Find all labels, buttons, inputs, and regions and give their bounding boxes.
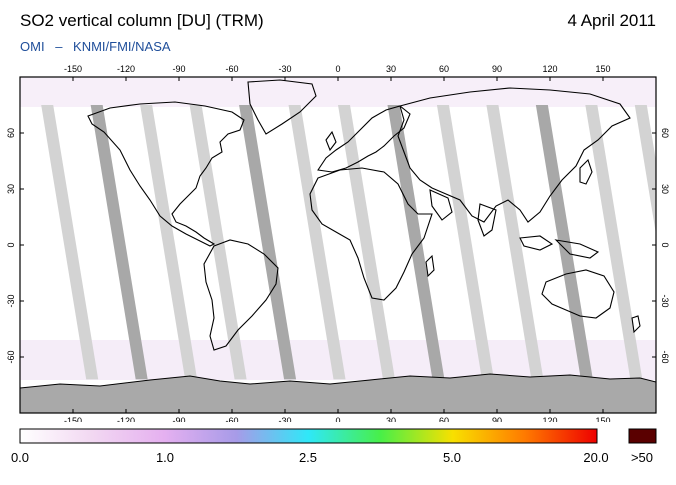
subtitle-team: KNMI/FMI/NASA <box>73 39 171 54</box>
map-date: 4 April 2011 <box>567 11 656 30</box>
map-subtitle: OMI – KNMI/FMI/NASA <box>20 39 171 54</box>
axis-ticks: -150 -150 -120 -120 -90 -90 -60 -60 -30 -30 0 0 30 30… <box>6 64 670 426</box>
orbit-swath <box>486 105 544 380</box>
lon-tick-label-bottom: 0 <box>335 416 340 422</box>
arctic-noise <box>20 77 656 107</box>
lon-tick-label-bottom: 60 <box>439 416 449 422</box>
lon-tick-label-top: -90 <box>172 64 185 74</box>
lat-tick-label-left: 0 <box>6 242 16 247</box>
lon-tick-label-top: -30 <box>278 64 291 74</box>
orbit-swath <box>535 105 593 380</box>
subtitle-instrument: OMI <box>20 39 45 54</box>
lat-tick-label-left: -30 <box>6 294 16 307</box>
lat-tick-label-right: -60 <box>660 350 670 363</box>
orbit-swath <box>140 105 198 380</box>
colorbar-labels: 0.0 1.0 2.5 5.0 20.0 >50 <box>11 450 653 465</box>
lon-tick-label-bottom: -120 <box>117 416 135 422</box>
lat-tick-label-right: 30 <box>660 184 670 194</box>
lon-tick-label-bottom: 120 <box>542 416 557 422</box>
lon-tick-label-top: 60 <box>439 64 449 74</box>
lon-tick-label-top: 150 <box>595 64 610 74</box>
colorbar-label: 0.0 <box>11 450 29 465</box>
lat-tick-label-left: -60 <box>6 350 16 363</box>
orbit-swath <box>634 105 656 235</box>
lon-tick-label-top: 120 <box>542 64 557 74</box>
lat-tick-label-right: 0 <box>660 242 670 247</box>
colorbar-label: 5.0 <box>443 450 461 465</box>
colorbar-svg: 0.0 1.0 2.5 5.0 20.0 >50 <box>11 428 657 465</box>
lon-tick-label-top: 90 <box>492 64 502 74</box>
colorbar-overflow-label: >50 <box>631 450 653 465</box>
colorbar-label: 1.0 <box>156 450 174 465</box>
lon-tick-label-top: -120 <box>117 64 135 74</box>
orbit-swath <box>41 105 99 380</box>
colorbar: 0.0 1.0 2.5 5.0 20.0 >50 <box>0 422 676 480</box>
lon-tick-label-top: 30 <box>386 64 396 74</box>
lat-tick-label-left: 60 <box>6 128 16 138</box>
colorbar-overflow <box>628 428 657 444</box>
subtitle-separator: – <box>55 39 63 54</box>
lon-tick-label-bottom: -30 <box>278 416 291 422</box>
lon-tick-label-top: 0 <box>335 64 340 74</box>
colorbar-label: 2.5 <box>299 450 317 465</box>
orbit-swath <box>436 105 494 380</box>
orbit-swath <box>189 105 247 380</box>
coastlines <box>87 79 641 351</box>
lon-tick-label-top: -150 <box>64 64 82 74</box>
colorbar-label: 20.0 <box>583 450 608 465</box>
map-svg: -150 -150 -120 -120 -90 -90 -60 -60 -30 -30 0 0 30 30… <box>6 64 670 426</box>
lon-tick-label-bottom: 90 <box>492 416 502 422</box>
map-title: SO2 vertical column [DU] (TRM) <box>20 11 264 30</box>
orbit-swaths <box>41 105 656 380</box>
orbit-swath <box>338 105 395 380</box>
lon-tick-label-bottom: -60 <box>225 416 238 422</box>
orbit-swath <box>288 105 346 380</box>
colorbar-gradient <box>19 428 598 444</box>
lon-tick-label-bottom: 30 <box>386 416 396 422</box>
lon-tick-label-bottom: 150 <box>595 416 610 422</box>
orbit-swath <box>387 105 445 380</box>
antarctica <box>20 373 656 413</box>
so2-map: -150 -150 -120 -120 -90 -90 -60 -60 -30 -30 0 0 30 30… <box>0 56 676 426</box>
lon-tick-label-bottom: -90 <box>172 416 185 422</box>
orbit-swath <box>239 105 297 380</box>
lat-tick-label-right: -30 <box>660 294 670 307</box>
lon-tick-label-top: -60 <box>225 64 238 74</box>
orbit-swath <box>90 105 148 380</box>
lat-tick-label-left: 30 <box>6 184 16 194</box>
lat-tick-label-right: 60 <box>660 128 670 138</box>
lon-tick-label-bottom: -150 <box>64 416 82 422</box>
orbit-swath <box>585 105 643 380</box>
